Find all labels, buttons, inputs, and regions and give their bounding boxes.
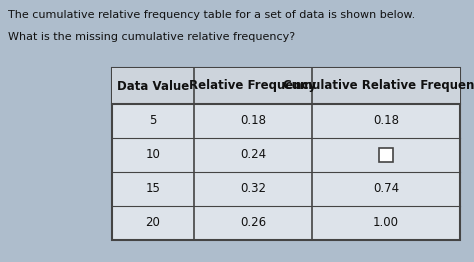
Bar: [379, 148, 393, 162]
Text: What is the missing cumulative relative frequency?: What is the missing cumulative relative …: [8, 32, 295, 42]
Text: 20: 20: [146, 216, 160, 230]
Text: 0.24: 0.24: [240, 149, 266, 161]
Text: 5: 5: [149, 114, 157, 128]
Text: Cumulative Relative Frequency: Cumulative Relative Frequency: [283, 79, 474, 92]
Text: Relative Frequency: Relative Frequency: [190, 79, 317, 92]
Text: Data Value: Data Value: [117, 79, 189, 92]
Text: 0.26: 0.26: [240, 216, 266, 230]
Text: 10: 10: [146, 149, 160, 161]
Text: 0.18: 0.18: [373, 114, 399, 128]
Bar: [112, 68, 460, 104]
Text: 0.18: 0.18: [240, 114, 266, 128]
Text: 0.32: 0.32: [240, 183, 266, 195]
Text: 15: 15: [146, 183, 160, 195]
Text: 1.00: 1.00: [373, 216, 399, 230]
Text: The cumulative relative frequency table for a set of data is shown below.: The cumulative relative frequency table …: [8, 10, 415, 20]
Text: 0.74: 0.74: [373, 183, 399, 195]
Bar: [112, 68, 460, 240]
